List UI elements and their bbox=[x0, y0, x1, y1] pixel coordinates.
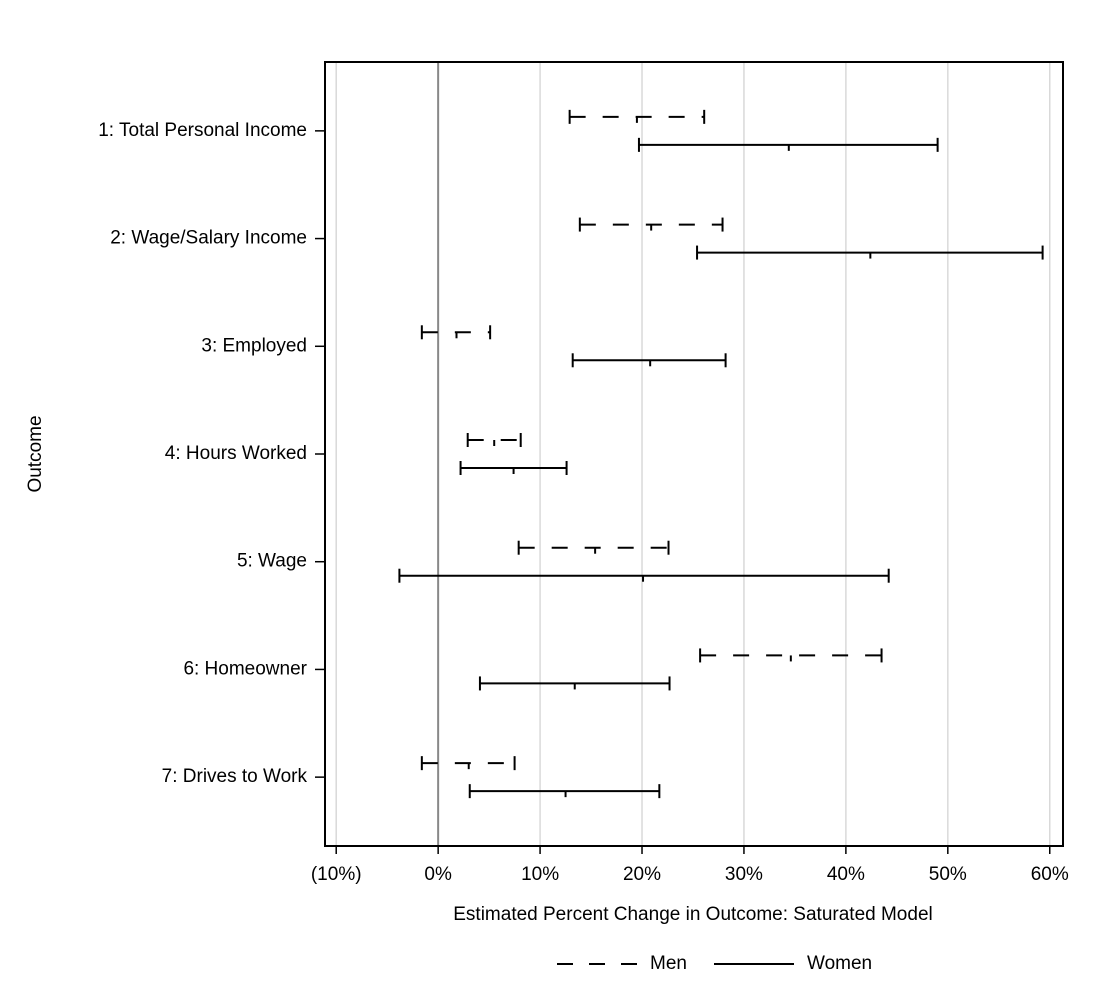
x-tick-label: 40% bbox=[827, 864, 865, 885]
x-tick-label: 50% bbox=[929, 864, 967, 885]
y-tick-label: 5: Wage bbox=[237, 551, 307, 572]
y-tick-label: 3: Employed bbox=[201, 335, 307, 356]
x-tick-label: 60% bbox=[1031, 864, 1069, 885]
y-tick-label: 7: Drives to Work bbox=[162, 766, 308, 787]
legend-label: Men bbox=[650, 953, 687, 974]
plot-frame bbox=[324, 61, 1064, 847]
x-axis-label: Estimated Percent Change in Outcome: Sat… bbox=[453, 904, 932, 925]
x-tick-label: 10% bbox=[521, 864, 559, 885]
x-tick-label: 30% bbox=[725, 864, 763, 885]
y-tick-label: 4: Hours Worked bbox=[165, 443, 307, 464]
y-axis-label: Outcome bbox=[25, 415, 46, 492]
x-tick-label: 0% bbox=[424, 864, 452, 885]
y-tick-label: 1: Total Personal Income bbox=[98, 120, 307, 141]
x-tick-label: (10%) bbox=[311, 864, 362, 885]
x-tick-label: 20% bbox=[623, 864, 661, 885]
y-tick-label: 2: Wage/Salary Income bbox=[110, 228, 307, 249]
y-tick-label: 6: Homeowner bbox=[183, 658, 307, 679]
legend-label: Women bbox=[807, 953, 872, 974]
